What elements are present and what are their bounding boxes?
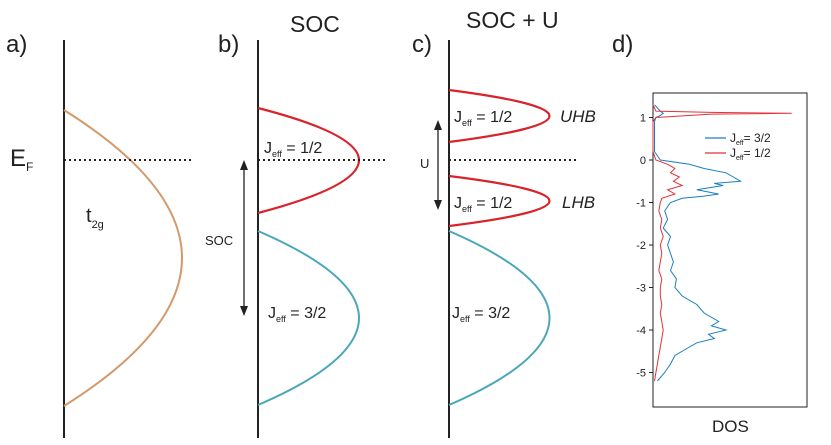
panel-a-label: a) (6, 31, 27, 58)
soc-arrow-label: SOC (205, 233, 233, 248)
u-arrow-head-up (434, 120, 442, 130)
dos-x-label: DOS (712, 417, 749, 436)
panel-c: c) SOC + U Jeff = 1/2 UHB Jeff = 1/2 LHB… (412, 7, 596, 438)
panel-b-label: b) (218, 31, 239, 58)
jeff-half-label-b: Jeff = 1/2 (264, 140, 322, 159)
panel-c-label: c) (412, 31, 432, 58)
uhb-tag: UHB (560, 107, 596, 126)
panel-b-title: SOC (290, 11, 340, 37)
legend-jeff-1-2: Jeff= 1/2 (730, 146, 771, 162)
uhb-jeff-label: Jeff = 1/2 (454, 109, 512, 128)
fermi-level-label: EF (10, 145, 33, 174)
soc-arrow-head-up (240, 160, 248, 170)
u-arrow-head-down (434, 200, 442, 210)
panel-d: d) 1 0 -1 -2 -3 -4 -5 Jeff= 3/2 Jeff= 1/2 DOS (612, 31, 808, 436)
y-tick-label: 0 (640, 155, 646, 167)
y-tick-label: -3 (636, 283, 646, 295)
t2g-label: t2g (86, 205, 104, 231)
y-tick-label: -1 (636, 198, 646, 210)
y-tick-label: 1 (640, 113, 646, 125)
y-tick-label: -2 (636, 240, 646, 252)
legend-jeff-3-2: Jeff= 3/2 (730, 131, 771, 147)
dos-line-jeff-1-2 (652, 104, 792, 382)
dos-legend: Jeff= 3/2 Jeff= 1/2 (705, 131, 771, 162)
panel-a: a) EF t2g (6, 31, 192, 438)
upper-hubbard-band (448, 88, 551, 144)
dos-y-ticks: 1 0 -1 -2 -3 -4 -5 (636, 113, 653, 380)
jeff-three-half-band-c (448, 230, 551, 406)
panel-d-label: d) (612, 31, 633, 58)
y-tick-label: -4 (636, 325, 646, 337)
lhb-tag: LHB (562, 193, 595, 212)
panel-c-title: SOC + U (466, 7, 559, 33)
dos-frame (652, 92, 808, 408)
t2g-band-curve (63, 109, 183, 407)
soc-arrow-head-down (240, 306, 248, 316)
jeff-three-half-band-b (257, 230, 360, 406)
panel-b: b) SOC Jeff = 1/2 Jeff = 3/2 SOC (205, 11, 386, 438)
lower-hubbard-band (448, 174, 551, 228)
jeff-three-half-label-b: Jeff = 3/2 (268, 305, 326, 324)
dos-line-jeff-3-2 (654, 104, 743, 382)
dos-series (652, 104, 792, 382)
y-tick-label: -5 (636, 368, 646, 380)
lhb-jeff-label: Jeff = 1/2 (454, 195, 512, 214)
jeff-three-half-label-c: Jeff = 3/2 (452, 305, 510, 324)
u-arrow-label: U (420, 156, 429, 171)
